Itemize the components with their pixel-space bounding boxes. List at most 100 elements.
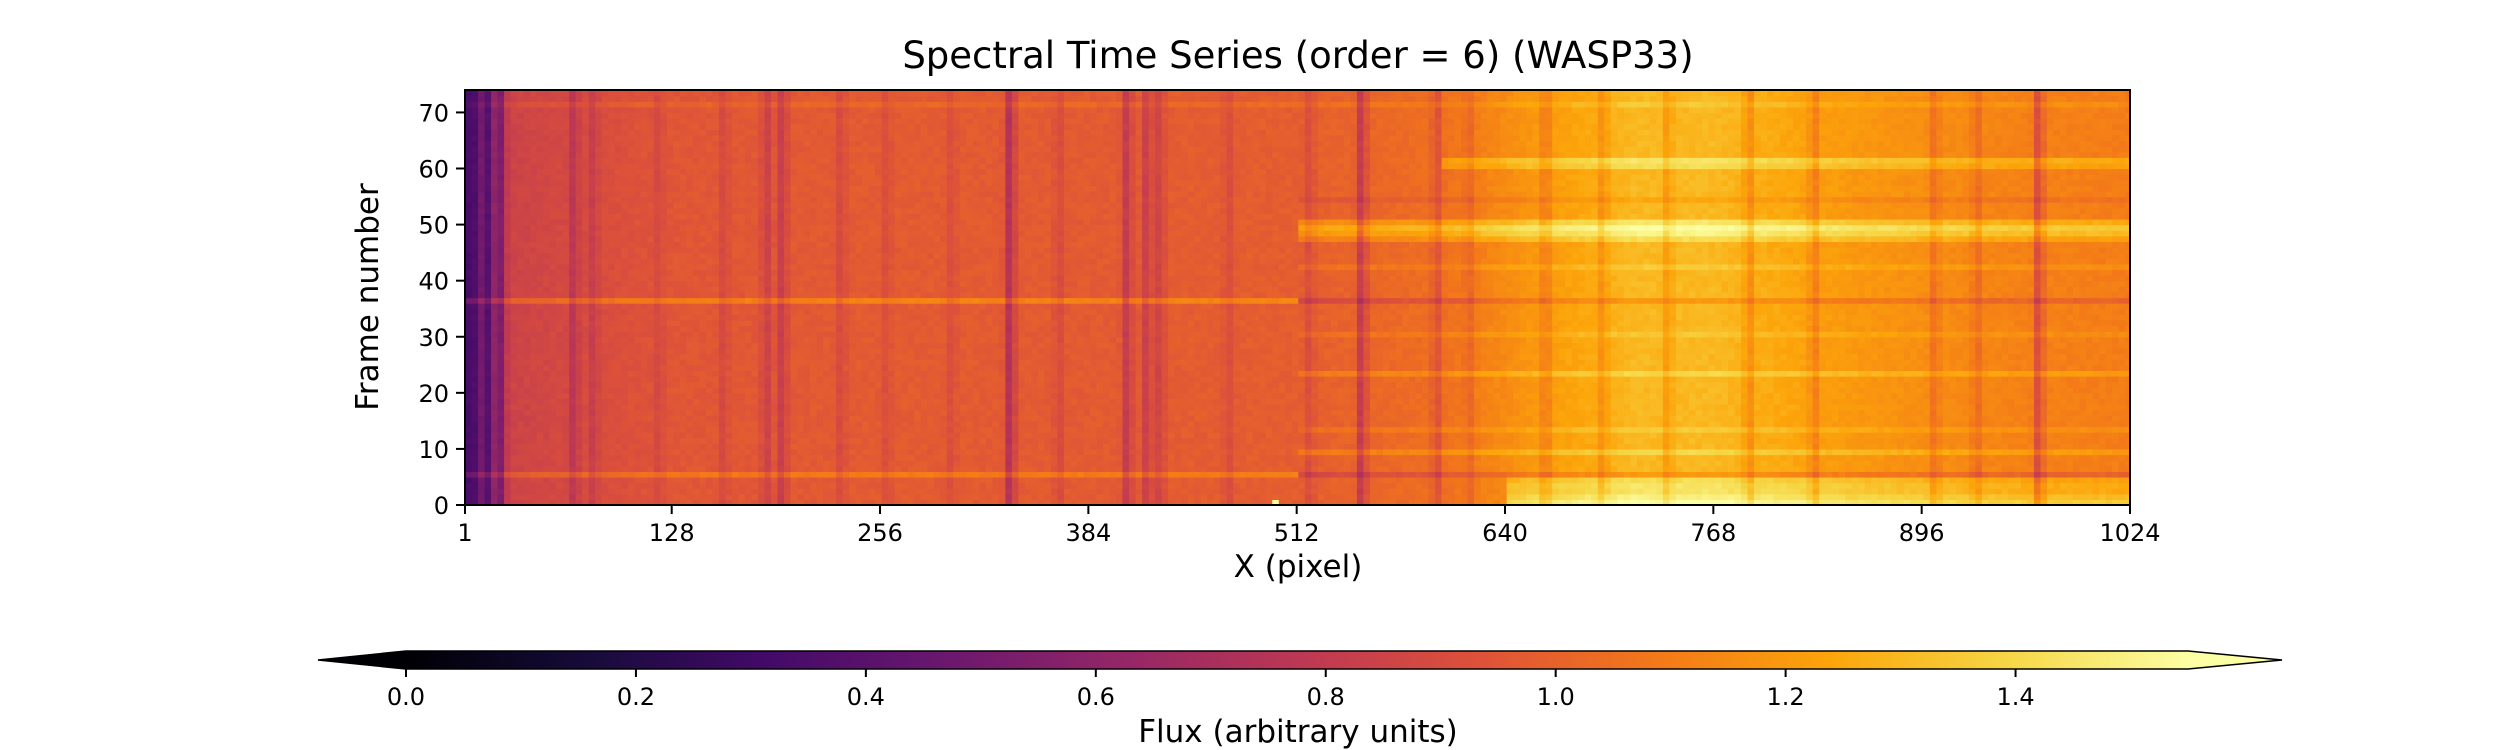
heatmap-cell — [803, 499, 811, 506]
heatmap-cell — [1428, 443, 1436, 450]
heatmap-cell — [1435, 409, 1443, 416]
heatmap-cell — [634, 493, 642, 500]
heatmap-cell — [1506, 488, 1514, 495]
heatmap-cell — [1721, 432, 1729, 439]
heatmap-cell — [1252, 420, 1260, 428]
heatmap-cell — [914, 437, 922, 444]
heatmap-cell — [1461, 426, 1469, 433]
heatmap-cell — [1558, 471, 1566, 478]
heatmap-cell — [829, 460, 837, 467]
heatmap-cell — [1083, 465, 1091, 472]
heatmap-cell — [556, 398, 564, 405]
heatmap-cell — [1584, 398, 1592, 405]
heatmap-cell — [1584, 460, 1592, 467]
heatmap-cell — [1675, 404, 1684, 411]
heatmap-cell — [1122, 471, 1130, 478]
heatmap-cell — [1643, 426, 1651, 433]
heatmap-cell — [1675, 493, 1684, 500]
heatmap-cell — [933, 420, 941, 428]
heatmap-cell — [894, 488, 902, 495]
heatmap-cell — [972, 443, 980, 450]
heatmap-cell — [1096, 499, 1104, 506]
heatmap-cell — [575, 454, 583, 461]
heatmap-cell — [1226, 454, 1234, 461]
heatmap-cell — [627, 460, 635, 467]
heatmap-cell — [2118, 409, 2126, 416]
heatmap-cell — [1103, 460, 1111, 467]
heatmap-cell — [1858, 409, 1866, 416]
heatmap-cell — [1076, 448, 1085, 456]
heatmap-cell — [907, 460, 915, 467]
heatmap-cell — [666, 465, 674, 472]
heatmap-cell — [1207, 493, 1215, 500]
heatmap-cell — [1135, 499, 1143, 506]
heatmap-cell — [1356, 420, 1365, 428]
heatmap-cell — [1884, 499, 1892, 506]
heatmap-cell — [504, 398, 512, 405]
heatmap-cell — [784, 409, 792, 416]
heatmap-cell — [959, 392, 967, 400]
heatmap-cell — [803, 404, 811, 411]
heatmap-cell — [927, 476, 935, 484]
heatmap-cell — [1369, 476, 1378, 484]
heatmap-cell — [2053, 443, 2061, 450]
heatmap-cell — [842, 465, 850, 472]
heatmap-cell — [595, 482, 603, 489]
heatmap-cell — [1011, 392, 1019, 400]
heatmap-cell — [679, 420, 687, 428]
heatmap-cell — [1129, 471, 1137, 478]
heatmap-cell — [1688, 437, 1697, 444]
heatmap-cell — [2118, 432, 2126, 439]
heatmap-cell — [530, 471, 538, 478]
heatmap-cell — [1734, 482, 1742, 489]
heatmap-cell — [907, 465, 915, 472]
heatmap-cell — [1474, 476, 1482, 484]
heatmap-cell — [2099, 398, 2107, 405]
heatmap-cell — [875, 443, 883, 450]
heatmap-cell — [1597, 471, 1605, 478]
heatmap-cell — [1851, 471, 1859, 478]
heatmap-cell — [1278, 482, 1286, 489]
heatmap-cell — [465, 404, 473, 411]
heatmap-cell — [1076, 471, 1085, 478]
heatmap-cell — [985, 499, 993, 506]
heatmap-cell — [2014, 432, 2022, 439]
heatmap-cell — [1890, 488, 1898, 495]
heatmap-cell — [1767, 398, 1775, 405]
heatmap-cell — [1024, 476, 1032, 484]
heatmap-cell — [829, 437, 837, 444]
heatmap-cell — [1786, 488, 1794, 495]
heatmap-cell — [1760, 499, 1768, 506]
heatmap-cell — [595, 426, 603, 433]
heatmap-cell — [2105, 404, 2113, 411]
heatmap-cell — [2112, 415, 2120, 422]
heatmap-cell — [1760, 443, 1768, 450]
heatmap-cell — [1343, 499, 1351, 506]
heatmap-cell — [953, 409, 961, 416]
heatmap-cell — [1760, 488, 1768, 495]
heatmap-cell — [816, 420, 824, 428]
heatmap-cell — [1741, 482, 1749, 489]
heatmap-cell — [1428, 460, 1436, 467]
heatmap-cell — [1500, 482, 1508, 489]
heatmap-cell — [790, 443, 798, 450]
heatmap-cell — [1825, 404, 1833, 411]
heatmap-cell — [966, 409, 974, 416]
heatmap-cell — [1480, 493, 1488, 500]
heatmap-cell — [582, 426, 590, 433]
heatmap-cell — [1122, 443, 1130, 450]
heatmap-cell — [1845, 499, 1853, 506]
heatmap-cell — [888, 415, 896, 422]
heatmap-cell — [1845, 476, 1853, 484]
heatmap-cell — [1168, 488, 1176, 495]
heatmap-cell — [1252, 454, 1260, 461]
heatmap-cell — [1441, 488, 1449, 495]
heatmap-cell — [1376, 432, 1384, 439]
heatmap-cell — [556, 392, 564, 400]
heatmap-cell — [1500, 499, 1508, 506]
heatmap-cell — [998, 493, 1006, 500]
heatmap-cell — [699, 398, 707, 405]
heatmap-cell — [1734, 454, 1742, 461]
heatmap-cell — [1806, 488, 1814, 495]
heatmap-cell — [1988, 465, 1996, 472]
